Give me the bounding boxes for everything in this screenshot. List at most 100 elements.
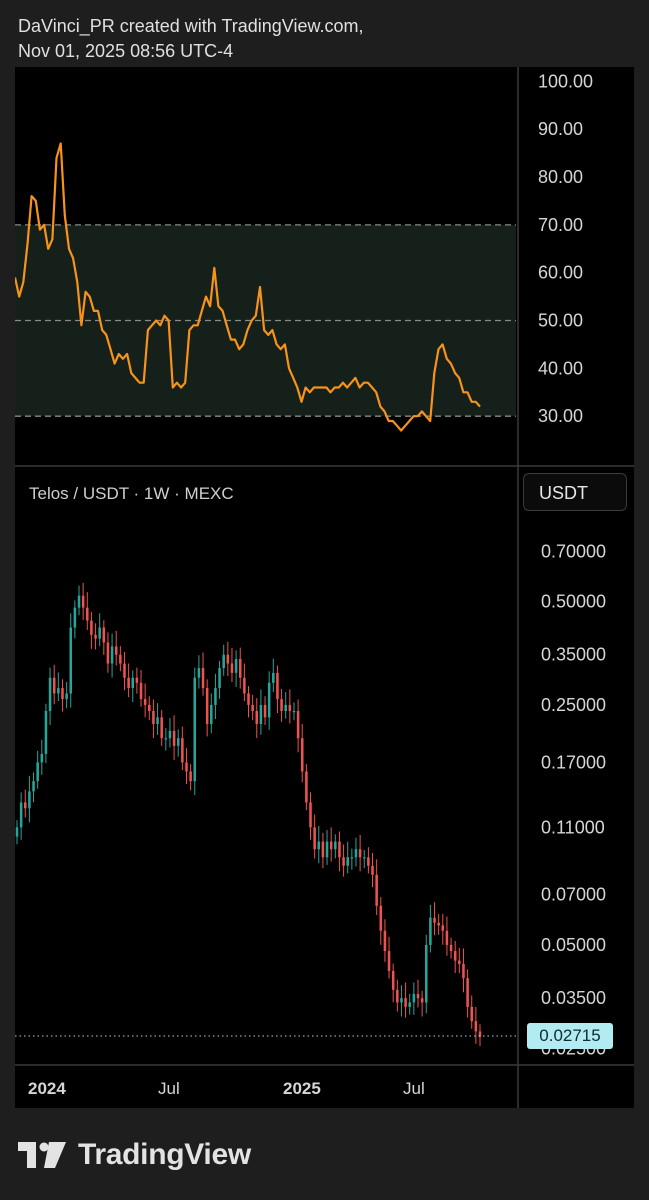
candle-body (230, 663, 234, 673)
rsi-tick-label: 80.00 (538, 167, 583, 187)
candle-body (19, 802, 23, 828)
candle-body (52, 677, 56, 694)
candle-body (176, 738, 180, 746)
candle-body (338, 841, 341, 858)
candle-body (222, 654, 225, 669)
last-price-label: 0.02715 (527, 1022, 613, 1049)
panel-dividers (15, 67, 634, 1108)
candle-body (40, 753, 44, 763)
chart-canvas[interactable]: 100.00 90.00 80.00 70.00 60.00 50.00 40.00 30.0… (15, 67, 634, 1108)
candle-body (437, 922, 440, 926)
attribution-author: DaVinci_PR created with TradingView.com, (18, 16, 364, 36)
candle-body (375, 874, 378, 906)
candle-body (185, 762, 188, 772)
candle-body (44, 711, 48, 754)
time-tick-label: 2024 (28, 1079, 66, 1098)
candle-body (73, 607, 77, 628)
candle-body (317, 841, 321, 850)
attribution-timestamp: Nov 01, 2025 08:56 UTC-4 (18, 41, 234, 61)
candle-body (441, 925, 445, 931)
candle-body (300, 738, 304, 772)
price-tick-label: 0.05000 (541, 935, 606, 955)
rsi-tick-label: 50.00 (538, 311, 583, 331)
candle-body (321, 841, 325, 858)
symbol-legend: Telos / USDT · 1W · MEXC (29, 484, 234, 503)
candle-body (102, 627, 106, 643)
candle-body (367, 857, 370, 866)
brand-name: TradingView (78, 1138, 251, 1171)
candle-body (383, 930, 387, 952)
candle-body (139, 682, 143, 700)
tradingview-logo[interactable]: TradingView (18, 1138, 251, 1172)
candle-body (362, 857, 366, 859)
candle-body (181, 738, 184, 763)
candle-body (65, 693, 68, 700)
price-tick-label: 0.50000 (541, 592, 606, 612)
candle-body (354, 849, 358, 858)
time-axis[interactable]: 2024 Jul 2025 Jul (28, 1079, 425, 1098)
time-tick-label: 2025 (283, 1079, 321, 1098)
rsi-panel[interactable]: 100.00 90.00 80.00 70.00 60.00 50.00 40.00 30.0… (15, 71, 593, 432)
candle-body (98, 627, 101, 639)
candle-body (156, 717, 159, 724)
candle-body (69, 627, 73, 694)
candle-body (61, 688, 64, 700)
candle-body (379, 905, 383, 931)
candle-body (114, 646, 118, 655)
time-tick-label: Jul (158, 1079, 180, 1098)
candle-body (391, 970, 395, 990)
candle-body (296, 711, 300, 739)
candle-body (86, 607, 89, 621)
candle-body (255, 711, 259, 724)
candle-body (267, 682, 271, 718)
candle-body (445, 930, 449, 945)
candle-body (288, 704, 292, 712)
candle-body (238, 659, 242, 678)
candle-body (90, 620, 93, 635)
candle-body (458, 960, 461, 964)
candle-body (218, 668, 221, 689)
candle-body (342, 857, 345, 866)
candle-body (305, 771, 308, 803)
price-tick-label: 0.70000 (541, 541, 606, 561)
candle-body (94, 634, 97, 639)
price-tick-label: 0.03500 (541, 988, 606, 1008)
candle-body (350, 857, 354, 859)
candle-body (466, 978, 469, 1007)
candle-body (119, 654, 122, 664)
rsi-tick-label: 40.00 (538, 358, 583, 378)
rsi-series-line (15, 142, 481, 432)
candle-body (313, 827, 316, 850)
candle-body (48, 677, 52, 712)
candle-body (408, 1002, 411, 1007)
candle-body (36, 762, 39, 782)
currency-button[interactable]: USDT (523, 473, 627, 511)
candle-body (148, 704, 151, 712)
candle-body (309, 802, 312, 828)
candle-body (189, 771, 192, 782)
candle-body (123, 663, 126, 678)
candle-body (280, 699, 283, 712)
candle-body (449, 944, 453, 952)
candle-body (143, 699, 147, 705)
candle-body (197, 668, 201, 678)
rsi-tick-label: 30.00 (538, 406, 583, 426)
candle-body (462, 963, 465, 979)
candle-body (453, 951, 457, 961)
tradingview-logo-icon (18, 1142, 66, 1168)
candle-body (478, 1031, 482, 1037)
candle-body (210, 704, 213, 724)
chart-frame[interactable]: 100.00 90.00 80.00 70.00 60.00 50.00 40.00 30.0… (15, 67, 634, 1108)
time-tick-label: Jul (403, 1079, 425, 1098)
candle-body (57, 688, 60, 694)
candle-body (276, 672, 279, 700)
candle-body (152, 711, 155, 724)
candle-body (371, 865, 374, 875)
candle-body (396, 989, 399, 1003)
candle-body (470, 1006, 474, 1022)
candle-body (106, 642, 110, 664)
candle-body (404, 998, 407, 1007)
candle-body (135, 677, 139, 683)
candle-body (243, 677, 246, 694)
price-tick-label: 0.07000 (541, 885, 606, 905)
